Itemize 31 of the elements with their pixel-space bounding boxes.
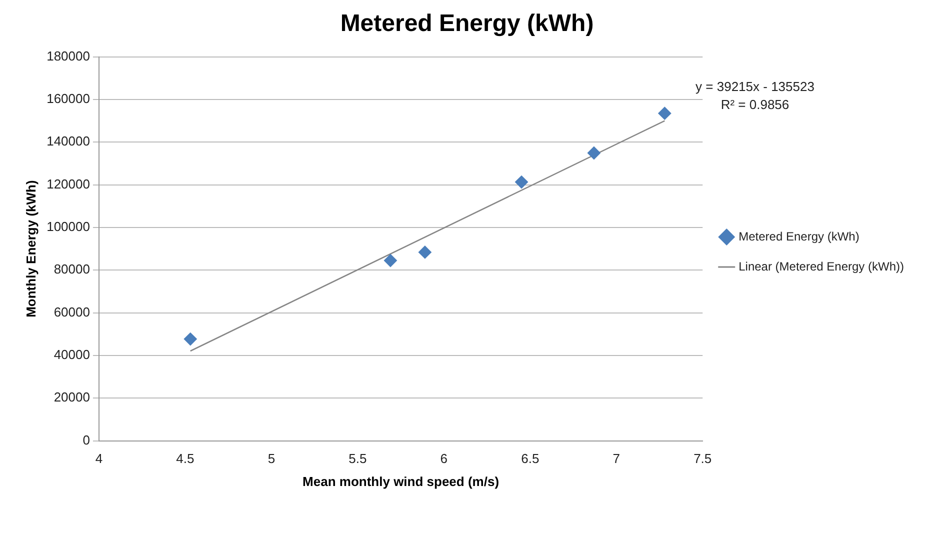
y-tick-label: 80000 bbox=[54, 262, 90, 277]
y-tick-label: 180000 bbox=[46, 48, 90, 64]
text: R² = 0.9856 bbox=[720, 96, 790, 114]
legend-label: Linear (Metered Energy (kWh)) bbox=[738, 259, 904, 274]
y-axis-title: Monthly Energy (kWh) bbox=[23, 180, 38, 318]
x-tick-label: 6.5 bbox=[521, 451, 540, 466]
y-tick-label: 160000 bbox=[46, 91, 90, 106]
point bbox=[184, 332, 197, 346]
point bbox=[587, 146, 600, 160]
y-tick-label: 40000 bbox=[54, 347, 90, 362]
point bbox=[658, 106, 672, 120]
x-tick-label: 7.5 bbox=[694, 451, 712, 466]
x-tick-label: 5.5 bbox=[348, 451, 367, 466]
x-tick-label: 5 bbox=[268, 451, 276, 466]
annotation: y = 39215x - 135523 bbox=[694, 78, 816, 96]
x-axis-title: Mean monthly wind speed (m/s) bbox=[302, 474, 500, 489]
y-tick-label: 120000 bbox=[46, 176, 90, 192]
y-tick-label: 20000 bbox=[54, 390, 90, 405]
chart-title: Metered Energy (kWh) bbox=[340, 10, 594, 38]
y-tick-label: 100000 bbox=[46, 219, 90, 234]
x-tick-label: 7 bbox=[612, 451, 620, 466]
x-tick-label: 4 bbox=[95, 451, 103, 466]
legend-label: Metered Energy (kWh) bbox=[738, 229, 860, 244]
x-tick-label: 4.5 bbox=[176, 451, 194, 466]
x-tick-label: 6 bbox=[440, 451, 448, 466]
point bbox=[515, 176, 528, 189]
y-tick-label: 60000 bbox=[54, 304, 90, 320]
y-tick-label: 140000 bbox=[46, 134, 90, 149]
point bbox=[384, 254, 397, 268]
y-tick-label: 0 bbox=[82, 432, 90, 448]
point bbox=[418, 246, 432, 259]
